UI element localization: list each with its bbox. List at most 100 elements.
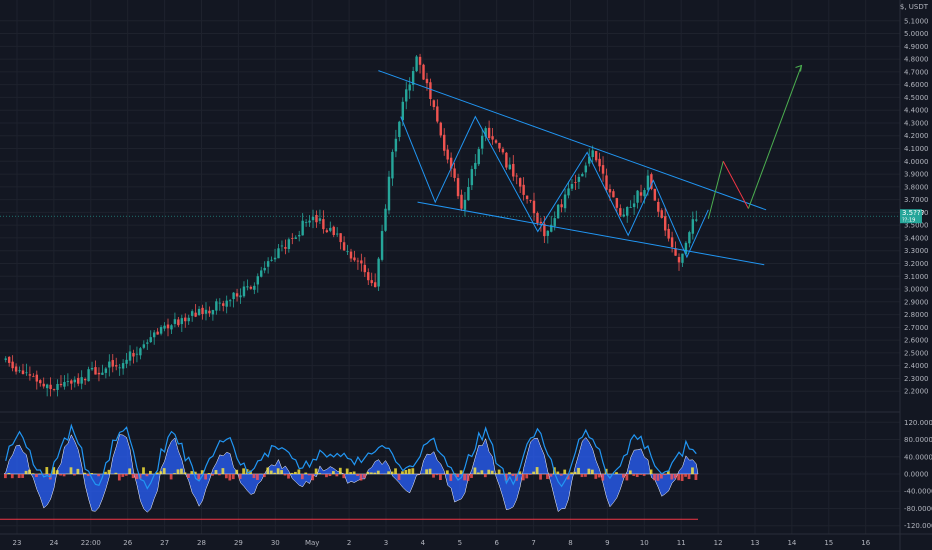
- histogram-bar: [349, 472, 353, 474]
- time-tick-label: 2: [347, 539, 351, 547]
- projection-arrowhead[interactable]: [795, 64, 803, 72]
- candle-body: [63, 382, 66, 387]
- histogram-bar: [549, 474, 553, 477]
- candle-body: [384, 208, 387, 231]
- osc-tick-label: -80.0000: [904, 505, 932, 513]
- candle-body: [601, 165, 605, 174]
- candles-layer: [0, 53, 900, 397]
- histogram-bar: [559, 474, 563, 476]
- candle-body: [474, 162, 477, 170]
- current-price-countdown: ??:19: [902, 218, 915, 224]
- histogram-bar: [311, 474, 315, 481]
- histogram-bar: [290, 472, 294, 474]
- projection-segment[interactable]: [722, 161, 749, 209]
- histogram-bar: [183, 472, 187, 474]
- time-tick-label: 22:00: [81, 539, 101, 547]
- upper-trendline[interactable]: [378, 70, 767, 211]
- time-tick-label: 5: [458, 539, 462, 547]
- price-tick-label: 2.4000: [904, 362, 929, 370]
- osc-tick-label: 120.0000: [904, 419, 932, 427]
- candle-body: [408, 84, 411, 91]
- candle-body: [273, 257, 277, 260]
- candle-body: [304, 221, 308, 223]
- histogram-bar: [504, 474, 508, 481]
- candle-body: [643, 190, 646, 197]
- histogram-bar: [307, 474, 311, 476]
- histogram-bar: [442, 474, 446, 475]
- candle-body: [636, 190, 639, 203]
- histogram-bar: [55, 470, 59, 474]
- histogram-bar: [673, 474, 677, 479]
- candle-body: [588, 156, 591, 164]
- candle-body: [629, 207, 632, 208]
- candle-body: [439, 122, 442, 136]
- candle-body: [626, 206, 629, 216]
- candle-body: [484, 128, 487, 137]
- histogram-bar: [76, 468, 80, 474]
- candle-body: [142, 344, 146, 348]
- candle-body: [232, 292, 235, 300]
- histogram-bar: [197, 474, 201, 480]
- candle-body: [4, 358, 7, 360]
- histogram-bar: [439, 474, 442, 481]
- histogram-bar: [124, 474, 128, 476]
- candle-body: [342, 242, 346, 251]
- histogram-bar: [155, 472, 159, 474]
- histogram-bar: [518, 471, 522, 474]
- histogram-bar: [635, 474, 639, 478]
- candle-body: [208, 310, 211, 314]
- candle-body: [619, 208, 622, 216]
- histogram-bar: [632, 474, 636, 476]
- histogram-bar: [428, 468, 432, 474]
- histogram-bar: [321, 474, 325, 475]
- current-price-tag: 3.5??? ??:19: [900, 209, 925, 224]
- histogram-bar: [207, 473, 211, 474]
- candle-body: [567, 188, 570, 196]
- histogram-bar: [69, 467, 73, 474]
- candle-body: [581, 173, 584, 177]
- zigzag[interactable]: [400, 115, 709, 259]
- histogram-bar: [601, 474, 605, 481]
- candle-body: [77, 377, 80, 384]
- price-tick-label: 2.5000: [904, 349, 929, 357]
- histogram-bar: [577, 467, 580, 474]
- time-tick-label: 8: [568, 539, 572, 547]
- oscillator-axis[interactable]: 120.0000 80.0000 40.0000 0.0000 -40.0000 -80.…: [904, 419, 932, 530]
- histogram-bar: [590, 469, 594, 474]
- candle-body: [215, 301, 218, 311]
- candle-body: [156, 331, 159, 335]
- candle-body: [190, 311, 194, 316]
- candle-body: [111, 360, 114, 367]
- candle-body: [574, 182, 577, 183]
- candle-body: [280, 245, 284, 247]
- histogram-bar: [660, 474, 663, 479]
- histogram-bar: [653, 474, 656, 481]
- histogram-bar: [490, 470, 494, 474]
- histogram-bar: [35, 474, 38, 478]
- lower-trendline[interactable]: [417, 201, 765, 266]
- drawing-layer[interactable]: [378, 64, 803, 266]
- candle-body: [543, 223, 546, 237]
- price-tick-label: 4.1000: [904, 145, 929, 153]
- histogram-bar: [59, 474, 63, 476]
- histogram-bar: [300, 474, 304, 480]
- candle-body: [622, 214, 625, 217]
- candle-body: [260, 270, 263, 277]
- histogram-bar: [373, 472, 377, 474]
- histogram-bar: [628, 470, 632, 474]
- candle-body: [56, 383, 59, 390]
- projection-segment[interactable]: [747, 65, 802, 209]
- histogram-bar: [328, 474, 332, 477]
- histogram-bar: [352, 471, 356, 474]
- time-tick-label: 14: [787, 539, 796, 547]
- projection-segment[interactable]: [707, 161, 724, 219]
- histogram-bar: [273, 472, 277, 474]
- histogram-bar: [266, 467, 270, 474]
- candle-body: [332, 226, 335, 236]
- histogram-bar: [176, 469, 180, 474]
- time-axis[interactable]: 23 24 22:00 26 27 28 29 30 May 2 3 4 5 6 7 8 9 10 11 12 13 14…: [13, 539, 871, 547]
- candle-body: [370, 280, 373, 284]
